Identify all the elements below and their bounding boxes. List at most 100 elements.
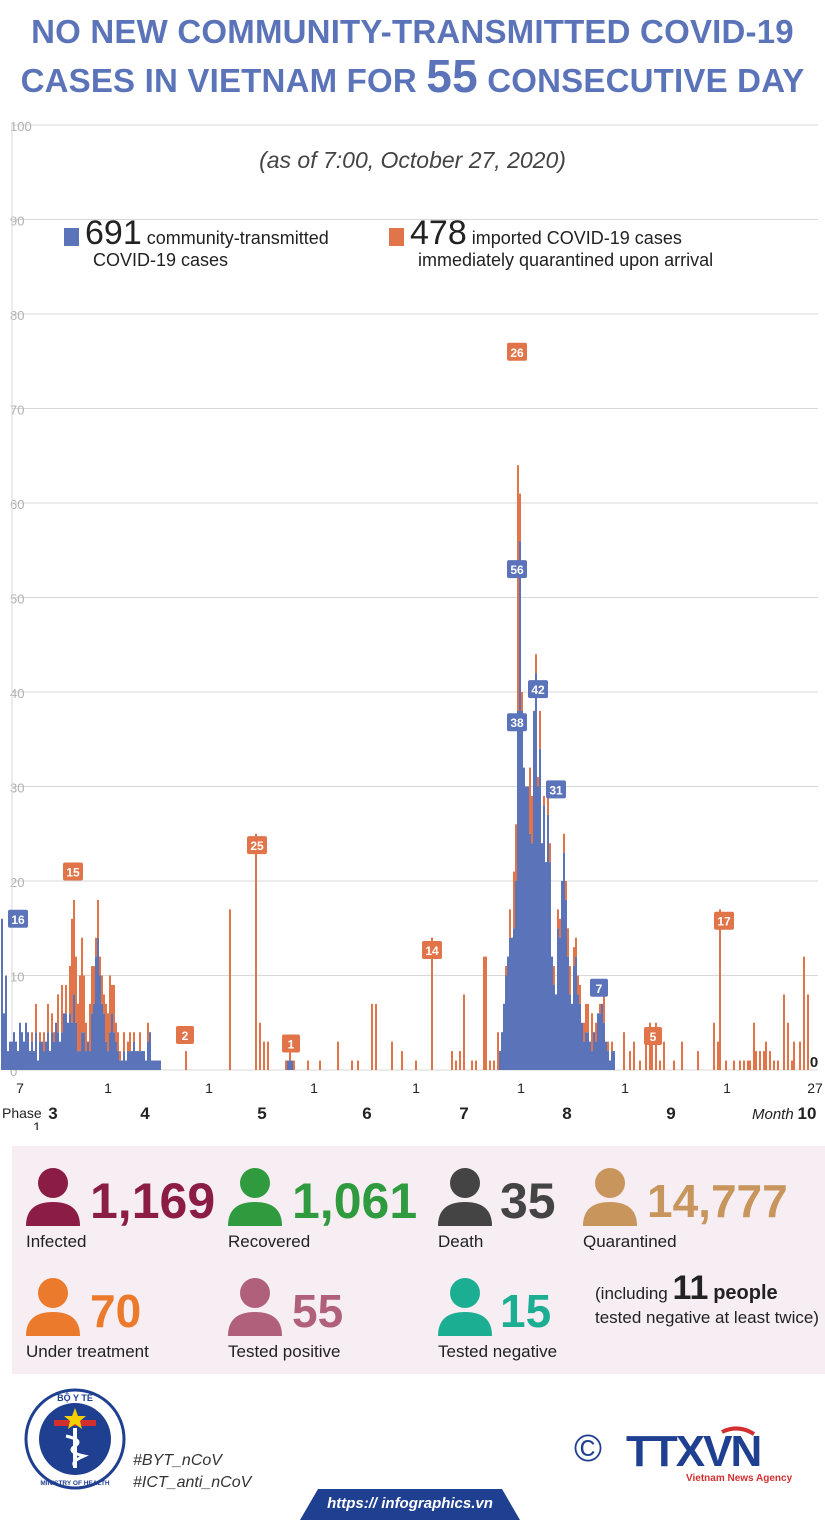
bar-imported <box>73 899 75 995</box>
day-tick-label: 7 <box>16 1080 24 1096</box>
bar-imported <box>485 956 487 1070</box>
bar-community <box>59 1041 61 1070</box>
bar-community <box>129 1051 131 1070</box>
stat-quarantined-value: 14,777 <box>647 1175 788 1227</box>
bar-community <box>525 786 527 1070</box>
person-icon <box>583 1168 637 1226</box>
bar-imported <box>497 1032 499 1070</box>
bar-imported <box>673 1060 675 1070</box>
bar-community <box>551 956 553 1070</box>
bar-imported <box>57 994 59 1033</box>
bar-imported <box>697 1051 699 1070</box>
day-tick-label: 1 <box>621 1080 629 1096</box>
bar-imported <box>645 1041 647 1070</box>
data-label: 15 <box>66 866 80 880</box>
bar-imported <box>557 909 559 929</box>
bar-imported <box>513 871 515 929</box>
url-banner <box>300 1489 520 1520</box>
y-tick-label: 70 <box>10 403 24 418</box>
data-label-box <box>714 911 734 930</box>
bar-community <box>29 1051 31 1070</box>
bar-imported <box>99 956 101 976</box>
bar-imported <box>537 777 539 787</box>
bar-community <box>589 1041 591 1070</box>
bar-imported <box>529 767 531 834</box>
bar-imported <box>567 928 569 957</box>
bar-community <box>509 937 511 1070</box>
website-link[interactable]: https:// infographics.vn <box>327 1495 493 1512</box>
bar-imported <box>753 1022 755 1070</box>
data-label-box <box>546 780 566 799</box>
person-icon <box>228 1278 282 1336</box>
headline-day-count: 55 <box>426 50 478 102</box>
ttxvn-subtitle: Vietnam News Agency <box>686 1473 793 1484</box>
negative-note-line1: (including 11 people <box>595 1271 819 1306</box>
bar-imported <box>579 984 581 1004</box>
y-tick-label: 0 <box>10 1064 17 1079</box>
bar-imported <box>127 1041 129 1052</box>
bar-community <box>583 1041 585 1070</box>
bar-imported <box>307 1060 309 1070</box>
bar-community <box>567 956 569 1070</box>
bar-community <box>523 767 525 1070</box>
bar-imported <box>787 1022 789 1070</box>
bar-community <box>13 1032 15 1070</box>
bar-imported <box>463 994 465 1070</box>
bar-imported <box>777 1060 779 1070</box>
day-tick-label: 1 <box>723 1080 731 1096</box>
bar-community <box>561 881 563 1070</box>
bar-imported <box>759 1051 761 1070</box>
bar-imported <box>371 1003 373 1070</box>
bar-community <box>39 1041 41 1070</box>
negative-note: (including 11 people tested negative at … <box>595 1271 819 1330</box>
headline-line2: CASES IN VIETNAM FOR 55 CONSECUTIVE DAY <box>0 53 825 103</box>
negative-note-count: 11 <box>672 1269 709 1307</box>
bar-community <box>23 1041 25 1070</box>
person-icon <box>438 1278 492 1336</box>
bar-imported <box>565 881 567 900</box>
bar-imported <box>577 975 579 995</box>
bar-imported <box>583 1022 585 1042</box>
y-tick-label: 10 <box>10 970 24 985</box>
bar-imported <box>475 1060 477 1070</box>
bar-community <box>569 994 571 1070</box>
bar-imported <box>595 1022 597 1042</box>
data-label: 25 <box>250 839 264 853</box>
bar-community <box>73 994 75 1070</box>
y-tick-label: 60 <box>10 497 24 512</box>
bar-community <box>133 1041 135 1070</box>
bar-imported <box>357 1060 359 1070</box>
bar-imported <box>51 1013 53 1033</box>
bar-community <box>607 1051 609 1070</box>
bar-imported <box>65 984 67 1014</box>
bar-community <box>35 1032 37 1070</box>
bar-imported <box>803 956 805 1070</box>
data-label-box <box>247 836 267 855</box>
bar-community <box>57 1032 59 1070</box>
bar-imported <box>763 1051 765 1070</box>
bar-imported <box>747 1060 749 1070</box>
stat-tested-negative-label: Tested negative <box>438 1342 558 1361</box>
month-tick-label: 9 <box>666 1104 675 1123</box>
bar-community <box>157 1060 159 1070</box>
person-icon <box>26 1278 80 1336</box>
bar-imported <box>791 1060 793 1070</box>
legend-imported-text2: immediately quarantined upon arrival <box>418 250 714 270</box>
bar-community <box>85 1051 87 1070</box>
bar-imported <box>133 1032 135 1042</box>
headline-line2-pre: CASES IN VIETNAM FOR <box>20 62 417 99</box>
bar-imported <box>719 909 721 1070</box>
data-label-box <box>507 560 527 579</box>
stat-death-value: 35 <box>500 1173 556 1229</box>
stat-infected-label: Infected <box>26 1232 87 1251</box>
bar-imported <box>401 1051 403 1070</box>
ministry-of-health-logo: BỘ Y TẾ MINISTRY OF HEALTH <box>24 1388 126 1490</box>
bar-community <box>17 1051 19 1070</box>
legend-imported-count: 478 <box>410 214 467 252</box>
bar-imported <box>585 1003 587 1033</box>
bar-imported <box>639 1060 641 1070</box>
bar-imported <box>285 1060 287 1070</box>
bar-imported <box>61 984 63 1033</box>
logo-bottom-text: MINISTRY OF HEALTH <box>40 1480 110 1487</box>
